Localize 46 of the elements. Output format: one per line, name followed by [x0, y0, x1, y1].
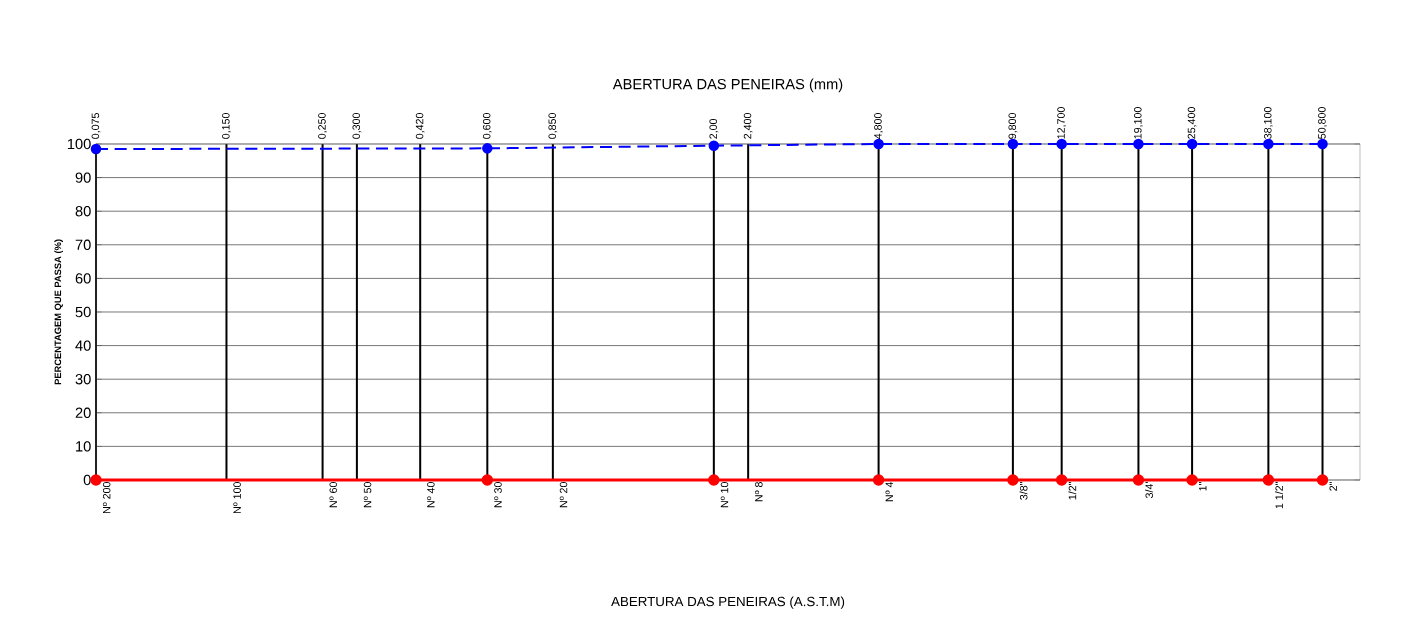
y-tick-label: 0: [83, 474, 91, 486]
x-axis-title: ABERTURA DAS PENEIRAS (mm): [612, 78, 843, 93]
text: ABERTURA DAS PENEIRAS (A.S.T.M): [611, 596, 845, 609]
y-tick-label: 90: [75, 172, 91, 183]
annotation: Nº 8: [755, 482, 763, 502]
x-tick-label: 9,800: [1008, 113, 1018, 139]
annotation: Nº 200: [102, 482, 111, 514]
annotation: Nº 4: [885, 481, 893, 502]
y-tick-label: 40: [75, 340, 91, 351]
y-tick-label: 100: [67, 138, 91, 150]
y-tick-label: 30: [75, 374, 91, 385]
y-tick-label: 20: [75, 407, 91, 418]
y-axis-title: PERCENTAGEM QUE PASSA (%): [54, 239, 64, 385]
x-tick-label: 2,400: [743, 113, 753, 139]
x-tick-label: 12,700: [1057, 107, 1067, 139]
annotation: 1": [1199, 482, 1207, 491]
y-tick-label: 10: [76, 441, 91, 452]
x-tick-label: 2,00: [709, 118, 719, 139]
x-tick-label: 25,400: [1187, 107, 1197, 139]
annotation: 1 1/2": [1275, 482, 1283, 509]
annotation: Nº 50: [363, 482, 372, 508]
x-tick-label: 0,150: [222, 113, 231, 139]
x-tick-label: 4,800: [874, 113, 883, 140]
y-tick-label: 60: [75, 273, 91, 284]
annotation: Nº 20: [559, 482, 568, 508]
y-tick-label: 80: [75, 206, 91, 217]
x-tick-label: 0,600: [482, 113, 492, 139]
annotation: Nº 100: [233, 482, 241, 514]
annotation: Nº 30: [494, 482, 502, 508]
annotation: Nº 60: [329, 482, 338, 508]
y-tick-label: 50: [75, 306, 91, 318]
x-tick-label: 0,850: [548, 113, 558, 139]
x-tick-label: 0,250: [318, 113, 327, 139]
x-tick-label: 0,075: [91, 113, 101, 139]
annotation: 3/4': [1145, 482, 1154, 499]
annotation: Nº 40: [427, 482, 435, 508]
y-tick-label: 70: [75, 239, 91, 250]
x-tick-label: 0,300: [352, 113, 362, 139]
annotation: 1/2": [1068, 482, 1077, 500]
annotation: 2": [1329, 482, 1337, 491]
x-tick-label: 19,100: [1134, 107, 1143, 139]
x-tick-label: 38,100: [1263, 107, 1273, 139]
x-tick-label: 0,420: [415, 113, 425, 139]
annotation: 3/8": [1019, 482, 1028, 500]
annotation: Nº 10: [720, 482, 729, 508]
x-tick-label: 50,800: [1318, 107, 1327, 139]
